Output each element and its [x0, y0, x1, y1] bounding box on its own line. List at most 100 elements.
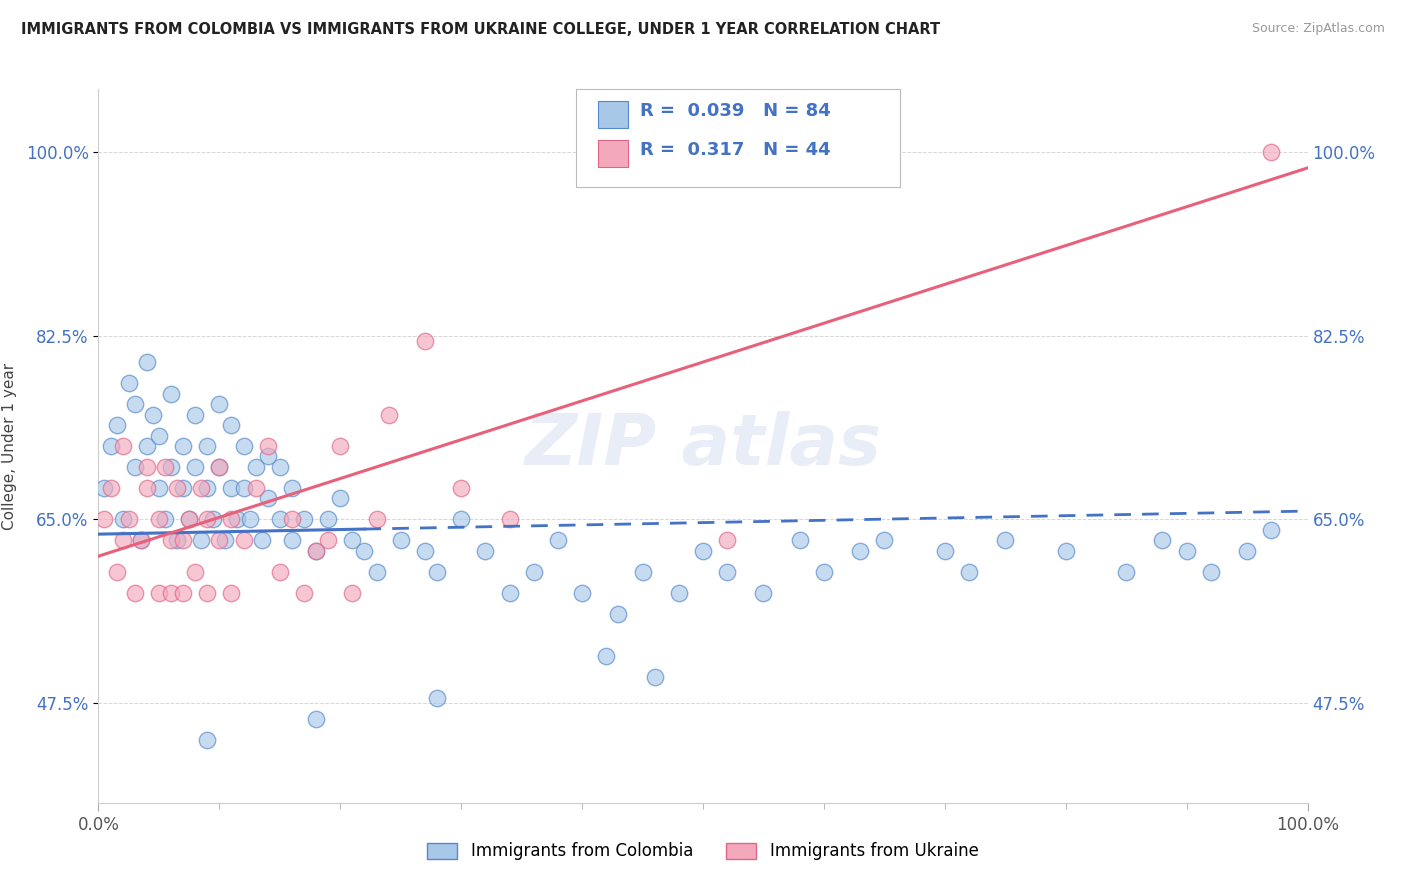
- Point: [256, 450, 278, 464]
- Point: [316, 533, 339, 548]
- Point: [124, 460, 146, 475]
- Point: [256, 439, 278, 453]
- Point: [153, 512, 176, 526]
- Point: [100, 439, 122, 453]
- Point: [498, 586, 520, 600]
- Point: [716, 565, 738, 579]
- Point: [934, 544, 956, 558]
- Point: [135, 481, 157, 495]
- Point: [305, 544, 328, 558]
- Point: [389, 533, 412, 548]
- Point: [377, 408, 399, 422]
- Point: [607, 607, 630, 621]
- Point: [232, 481, 254, 495]
- Point: [118, 512, 141, 526]
- Point: [250, 533, 273, 548]
- Point: [353, 544, 375, 558]
- Point: [208, 533, 231, 548]
- Point: [644, 670, 666, 684]
- Point: [93, 481, 115, 495]
- Point: [329, 491, 352, 506]
- Point: [160, 460, 183, 475]
- Point: [1152, 533, 1174, 548]
- Point: [547, 533, 569, 548]
- Point: [221, 586, 243, 600]
- Point: [135, 460, 157, 475]
- Point: [292, 586, 315, 600]
- Point: [166, 533, 188, 548]
- Point: [124, 586, 146, 600]
- Point: [329, 439, 352, 453]
- Point: [668, 586, 690, 600]
- Point: [342, 586, 364, 600]
- Point: [426, 690, 449, 705]
- Point: [172, 533, 194, 548]
- Point: [172, 586, 194, 600]
- Point: [1054, 544, 1077, 558]
- Point: [160, 586, 183, 600]
- Point: [450, 512, 472, 526]
- Point: [232, 439, 254, 453]
- Point: [873, 533, 896, 548]
- Point: [849, 544, 872, 558]
- Point: [305, 712, 328, 726]
- Point: [692, 544, 714, 558]
- Point: [208, 460, 231, 475]
- Point: [281, 512, 304, 526]
- Point: [1199, 565, 1222, 579]
- Point: [256, 491, 278, 506]
- Point: [100, 481, 122, 495]
- Point: [292, 512, 315, 526]
- Y-axis label: College, Under 1 year: College, Under 1 year: [3, 362, 17, 530]
- Point: [135, 439, 157, 453]
- Point: [208, 460, 231, 475]
- Point: [179, 512, 201, 526]
- Point: [426, 565, 449, 579]
- Point: [195, 481, 218, 495]
- Point: [957, 565, 980, 579]
- Point: [716, 533, 738, 548]
- Point: [172, 481, 194, 495]
- Point: [994, 533, 1017, 548]
- Point: [160, 386, 183, 401]
- Point: [190, 481, 212, 495]
- Point: [571, 586, 593, 600]
- Point: [195, 512, 218, 526]
- Text: R =  0.039   N = 84: R = 0.039 N = 84: [640, 103, 831, 120]
- Point: [179, 512, 201, 526]
- Point: [413, 334, 436, 348]
- Point: [111, 512, 134, 526]
- Point: [111, 439, 134, 453]
- Point: [789, 533, 811, 548]
- Text: Source: ZipAtlas.com: Source: ZipAtlas.com: [1251, 22, 1385, 36]
- Point: [184, 460, 207, 475]
- Point: [269, 565, 291, 579]
- Point: [129, 533, 152, 548]
- Point: [498, 512, 520, 526]
- Point: [281, 533, 304, 548]
- Point: [160, 533, 183, 548]
- Point: [474, 544, 496, 558]
- Point: [1236, 544, 1258, 558]
- Point: [595, 648, 617, 663]
- Point: [813, 565, 835, 579]
- Point: [752, 586, 775, 600]
- Text: IMMIGRANTS FROM COLOMBIA VS IMMIGRANTS FROM UKRAINE COLLEGE, UNDER 1 YEAR CORREL: IMMIGRANTS FROM COLOMBIA VS IMMIGRANTS F…: [21, 22, 941, 37]
- Point: [342, 533, 364, 548]
- Point: [1260, 145, 1282, 160]
- Point: [195, 586, 218, 600]
- Point: [148, 481, 170, 495]
- Point: [208, 397, 231, 411]
- Point: [172, 439, 194, 453]
- Point: [245, 460, 267, 475]
- Point: [118, 376, 141, 390]
- Point: [1115, 565, 1137, 579]
- Point: [129, 533, 152, 548]
- Point: [1260, 523, 1282, 537]
- Point: [245, 481, 267, 495]
- Point: [631, 565, 654, 579]
- Point: [413, 544, 436, 558]
- Point: [111, 533, 134, 548]
- Point: [366, 565, 388, 579]
- Point: [450, 481, 472, 495]
